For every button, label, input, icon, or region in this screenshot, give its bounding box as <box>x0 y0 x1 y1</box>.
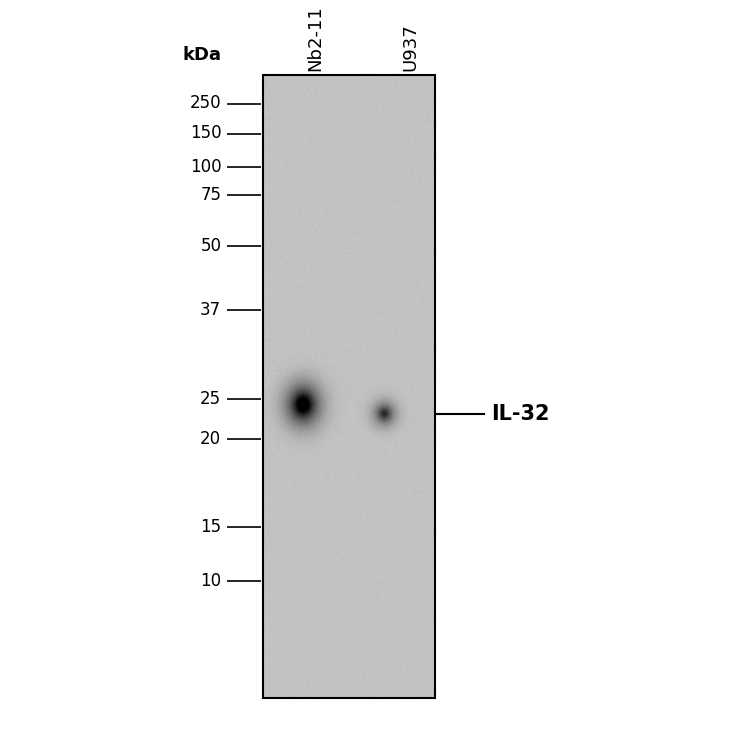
Bar <box>262 75 435 698</box>
Text: U937: U937 <box>401 23 419 71</box>
Text: kDa: kDa <box>183 46 222 64</box>
Text: 10: 10 <box>200 572 221 590</box>
Text: Nb2-11: Nb2-11 <box>306 5 324 71</box>
Text: 50: 50 <box>200 237 221 255</box>
Text: 37: 37 <box>200 301 221 319</box>
Text: 25: 25 <box>200 390 221 408</box>
Text: 250: 250 <box>190 94 221 112</box>
Text: 75: 75 <box>200 186 221 204</box>
Text: 20: 20 <box>200 430 221 448</box>
Text: 100: 100 <box>190 158 221 176</box>
Text: 150: 150 <box>190 124 221 142</box>
Text: 15: 15 <box>200 518 221 536</box>
Text: IL-32: IL-32 <box>491 404 550 424</box>
